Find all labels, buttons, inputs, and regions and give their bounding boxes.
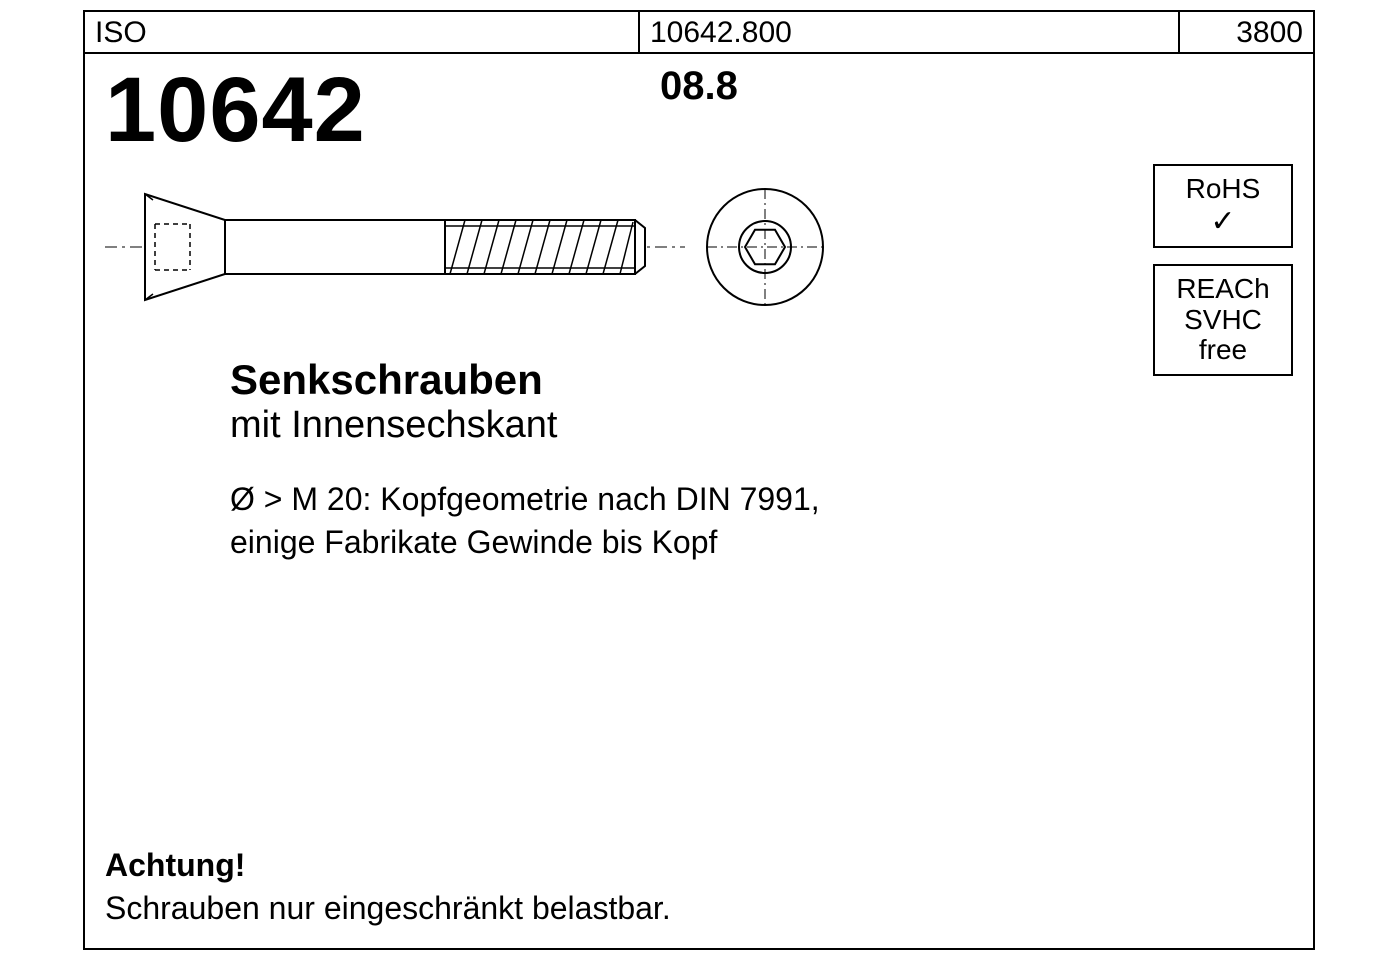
title-line1: Senkschrauben: [230, 356, 557, 404]
header-code: 10642.800: [640, 12, 1180, 52]
title-line2: mit Innensechskant: [230, 404, 557, 447]
note-line2: einige Fabrikate Gewinde bis Kopf: [230, 521, 820, 564]
note-line1: Ø > M 20: Kopfgeometrie nach DIN 7991,: [230, 478, 820, 521]
header-standard: ISO: [85, 12, 640, 52]
reach-line2: SVHC: [1159, 305, 1287, 336]
geometry-note: Ø > M 20: Kopfgeometrie nach DIN 7991, e…: [230, 478, 820, 564]
check-icon: ✓: [1159, 205, 1287, 238]
warning-title: Achtung!: [105, 844, 671, 887]
header-ref: 3800: [1180, 12, 1313, 52]
part-number: 10642: [105, 58, 366, 163]
reach-badge: REACh SVHC free: [1153, 264, 1293, 376]
header-row: ISO 10642.800 3800: [85, 12, 1313, 54]
grade-label: 08.8: [660, 64, 738, 109]
product-title: Senkschrauben mit Innensechskant: [230, 356, 557, 447]
datasheet-frame: ISO 10642.800 3800 08.8 10642: [83, 10, 1315, 950]
compliance-badges: RoHS ✓ REACh SVHC free: [1153, 164, 1293, 392]
warning-text: Schrauben nur eingeschränkt belastbar.: [105, 887, 671, 930]
warning-block: Achtung! Schrauben nur eingeschränkt bel…: [105, 844, 671, 930]
rohs-label: RoHS: [1159, 174, 1287, 205]
reach-line3: free: [1159, 335, 1287, 366]
screw-diagram: [105, 182, 825, 312]
rohs-badge: RoHS ✓: [1153, 164, 1293, 248]
content-area: 08.8 10642: [85, 54, 1313, 948]
reach-line1: REACh: [1159, 274, 1287, 305]
